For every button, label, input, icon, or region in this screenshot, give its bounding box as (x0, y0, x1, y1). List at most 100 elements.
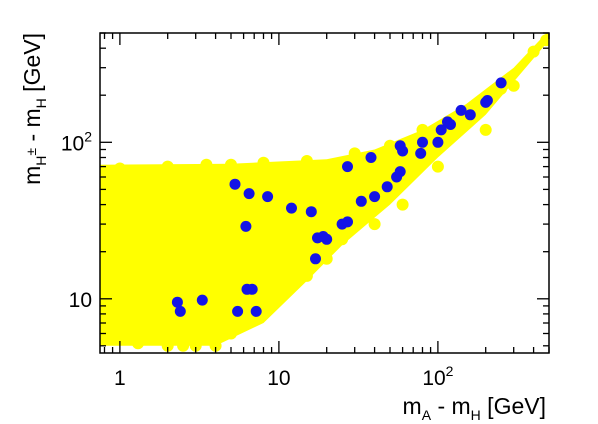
scatter-point-yellow (113, 333, 126, 346)
y-axis-title-sup: ± (23, 148, 39, 156)
scatter-point-yellow (209, 183, 222, 196)
scatter-point-yellow (384, 139, 396, 152)
scatter-point-yellow (100, 168, 111, 181)
x-tick-label: 10 (267, 367, 290, 390)
scatter-point-yellow (106, 218, 119, 231)
scatter-point-blue (229, 178, 241, 190)
scatter-point-blue (464, 109, 476, 121)
scatter-point-blue (196, 294, 208, 306)
scatter-point-yellow (200, 158, 213, 171)
scatter-point-yellow (285, 190, 298, 203)
y-tick-label: 10 (69, 289, 92, 312)
scatter-point-blue (174, 305, 186, 317)
scatter-point-blue (445, 119, 456, 130)
scatter-point-blue (305, 206, 317, 218)
scatter-point-blue (342, 161, 353, 173)
scatter-point-yellow (120, 317, 133, 329)
y-axis-title-sub2: H (33, 98, 49, 108)
scatter-point-yellow (185, 280, 197, 293)
scatter-point-yellow (110, 286, 123, 299)
y-axis-title-sub: H (33, 156, 49, 166)
scatter-point-blue (286, 202, 297, 214)
scatter-point-yellow (102, 307, 115, 320)
scatter-point-blue (381, 181, 393, 193)
scatter-point-yellow (126, 207, 139, 220)
scatter-point-blue (321, 233, 333, 245)
x-axis-title-sub: A (422, 407, 432, 423)
scatter-point-yellow (126, 269, 139, 282)
scatter-point-blue (232, 305, 244, 317)
scatter-point-yellow (168, 222, 181, 235)
plot-frame (99, 32, 550, 354)
scatter-point-yellow (113, 299, 126, 312)
scatter-point-blue (417, 136, 428, 148)
scatter-point-yellow (527, 45, 540, 58)
scatter-point-yellow (102, 327, 115, 340)
scatter-point-yellow (120, 230, 133, 243)
y-axis-title: mH± - mH [GeV] (19, 33, 49, 185)
scatter-point-yellow (225, 158, 237, 171)
scatter-point-yellow (348, 147, 361, 160)
scatter-point-yellow (237, 171, 250, 183)
scatter-point-blue (262, 191, 274, 203)
scatter-point-yellow (189, 339, 202, 352)
scatter-point-yellow (137, 307, 150, 320)
scatter-point-yellow (106, 198, 119, 211)
ticks-layer (100, 32, 550, 353)
y-axis-title-unit: [GeV] (19, 33, 45, 98)
scatter-point-yellow (396, 198, 409, 211)
scatter-point-blue (246, 283, 258, 295)
scatter-point-blue (365, 152, 377, 163)
scatter-point-yellow (200, 317, 213, 329)
scatter-point-yellow (300, 269, 313, 282)
scatter-point-yellow (285, 230, 298, 243)
scatter-point-yellow (300, 155, 313, 167)
scatter-point-yellow (161, 198, 174, 211)
x-axis-title-sub2: H (471, 407, 481, 423)
scatter-point-blue (415, 147, 427, 159)
scatter-point-yellow (257, 265, 270, 278)
x-axis-title-base: m (403, 393, 422, 419)
scatter-point-yellow (272, 292, 285, 305)
scatter-point-blue (481, 95, 493, 106)
scatter-point-yellow (320, 252, 333, 265)
scatter-point-yellow (479, 123, 492, 136)
scatter-point-yellow (146, 327, 159, 340)
scatter-point-yellow (120, 176, 133, 189)
x-axis-title-rest: - m (431, 393, 471, 419)
scatter-point-blue (455, 104, 467, 116)
scatter-point-blue (171, 296, 183, 308)
scatter-point-yellow (507, 79, 520, 92)
scatter-point-yellow (177, 171, 190, 183)
scatter-point-yellow (209, 339, 222, 352)
scatter-point-blue (394, 166, 406, 178)
scatter-point-yellow (189, 245, 202, 258)
scatter-point-yellow (132, 337, 144, 350)
x-tick-label: 1 (114, 367, 126, 390)
x-tick-label: 102 (422, 363, 453, 390)
plot-clip-group (100, 33, 549, 352)
scatter-point-blue (310, 253, 321, 265)
y-tick-label: 102 (61, 128, 92, 155)
scatter-point-yellow (368, 218, 381, 231)
scatter-point-yellow (540, 34, 549, 47)
scatter-point-yellow (154, 292, 167, 305)
scatter-point-yellow (225, 327, 237, 340)
scatter-point-blue (495, 77, 507, 89)
scatter-point-yellow (431, 160, 444, 173)
scatter-point-yellow (141, 171, 154, 183)
scatter-point-yellow (132, 190, 144, 203)
scatter-point-yellow (336, 233, 349, 246)
scatter-point-yellow (416, 123, 429, 136)
y-axis-title-rest: - m (19, 108, 45, 148)
scatter-point-blue (342, 216, 353, 228)
scatter-point-yellow (141, 252, 154, 265)
scatter-point-blue (243, 188, 255, 200)
scatter-point-yellow (110, 265, 123, 278)
scatter-point-yellow (113, 162, 126, 175)
scatter-point-yellow (110, 245, 123, 258)
scatter-point-blue (240, 220, 252, 232)
scatter-point-blue (355, 195, 367, 207)
scatter-point-yellow (161, 160, 174, 173)
